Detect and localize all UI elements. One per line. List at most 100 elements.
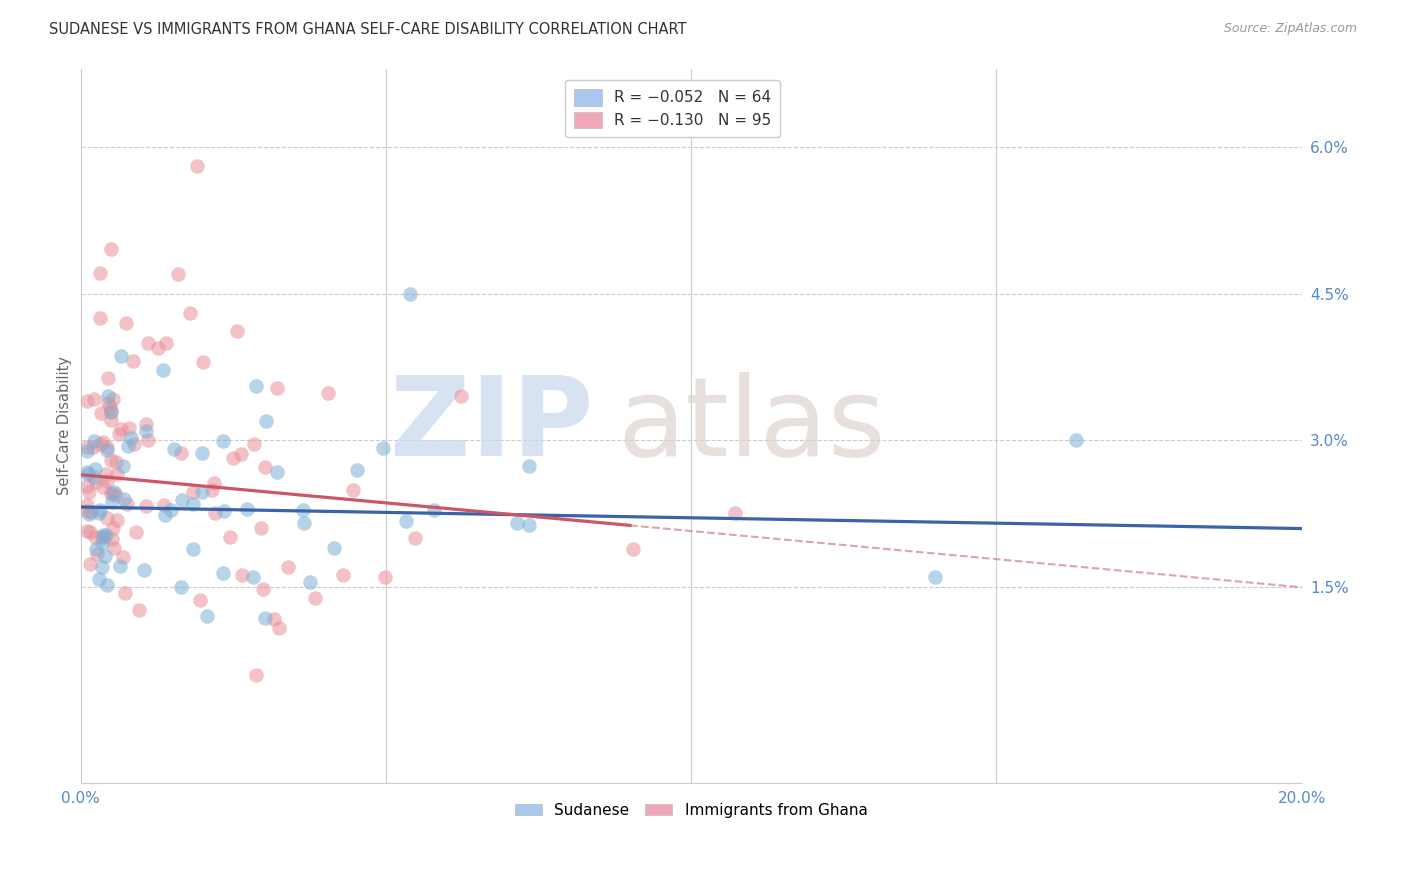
Point (155, 508, 177, 522)
Point (103, 392, 125, 406)
Point (104, 488, 127, 502)
Point (90, 406, 112, 420)
Point (519, 459, 541, 474)
Point (97, 371, 120, 385)
Point (404, 531, 426, 545)
Point (96, 442, 118, 457)
Point (346, 463, 368, 477)
Point (84, 530, 107, 544)
Point (170, 580, 193, 594)
Point (266, 466, 288, 480)
Point (122, 436, 145, 450)
Point (342, 483, 364, 497)
Point (80, 505, 103, 519)
Point (84, 542, 107, 557)
Point (91, 535, 114, 549)
Point (374, 569, 396, 583)
Point (96, 510, 118, 524)
Point (91, 435, 114, 450)
Point (112, 492, 135, 507)
Point (90, 530, 112, 544)
Point (115, 316, 138, 330)
Point (423, 502, 446, 516)
Point (152, 363, 174, 377)
Point (101, 521, 124, 535)
Point (89, 437, 111, 451)
Point (155, 335, 177, 350)
Point (100, 242, 122, 256)
Point (84, 475, 107, 489)
Point (623, 542, 645, 557)
Point (84, 461, 107, 475)
Point (76, 394, 98, 409)
Point (89, 265, 111, 279)
Point (135, 499, 157, 513)
Point (108, 427, 131, 442)
Point (136, 433, 159, 447)
Point (100, 532, 122, 546)
Point (323, 541, 346, 556)
Point (724, 506, 747, 520)
Point (79, 524, 101, 539)
Legend: Sudanese, Immigrants from Ghana: Sudanese, Immigrants from Ghana (508, 795, 875, 825)
Point (100, 486, 122, 500)
Point (195, 609, 218, 624)
Point (110, 350, 132, 364)
Point (167, 267, 190, 281)
Point (304, 591, 326, 605)
Point (179, 306, 201, 320)
Point (450, 388, 472, 402)
Point (87, 572, 110, 586)
Point (316, 385, 339, 400)
Point (97, 396, 120, 410)
Point (202, 476, 225, 491)
Point (105, 467, 128, 482)
Point (76, 444, 98, 458)
Point (332, 567, 354, 582)
Point (160, 502, 183, 516)
Point (191, 355, 214, 369)
Point (91, 527, 114, 541)
Point (136, 335, 159, 350)
Point (83, 470, 105, 484)
Point (105, 513, 128, 527)
Point (96, 577, 118, 591)
Point (506, 516, 529, 530)
Point (135, 417, 157, 432)
Point (101, 486, 124, 500)
Y-axis label: Self-Care Disability: Self-Care Disability (58, 356, 72, 495)
Point (146, 342, 169, 356)
Point (201, 483, 224, 497)
Point (183, 541, 205, 556)
Point (83, 392, 105, 407)
Point (96, 474, 118, 488)
Point (221, 450, 243, 465)
Point (83, 434, 105, 449)
Point (76, 467, 98, 481)
Point (79, 558, 101, 572)
Point (277, 559, 299, 574)
Point (118, 421, 141, 435)
Point (225, 324, 247, 338)
Point (76, 440, 98, 454)
Point (252, 582, 274, 596)
Point (229, 447, 252, 461)
Point (76, 465, 98, 479)
Point (924, 570, 946, 584)
Point (115, 498, 138, 512)
Point (212, 504, 235, 518)
Point (91, 560, 114, 574)
Point (76, 498, 98, 512)
Point (93, 530, 115, 544)
Point (153, 498, 176, 512)
Point (249, 520, 271, 534)
Point (94, 528, 117, 542)
Point (212, 566, 235, 580)
Point (204, 506, 226, 520)
Point (79, 485, 101, 500)
Point (110, 422, 132, 436)
Point (263, 612, 285, 626)
Point (76, 504, 98, 518)
Point (87, 506, 110, 520)
Point (186, 160, 208, 174)
